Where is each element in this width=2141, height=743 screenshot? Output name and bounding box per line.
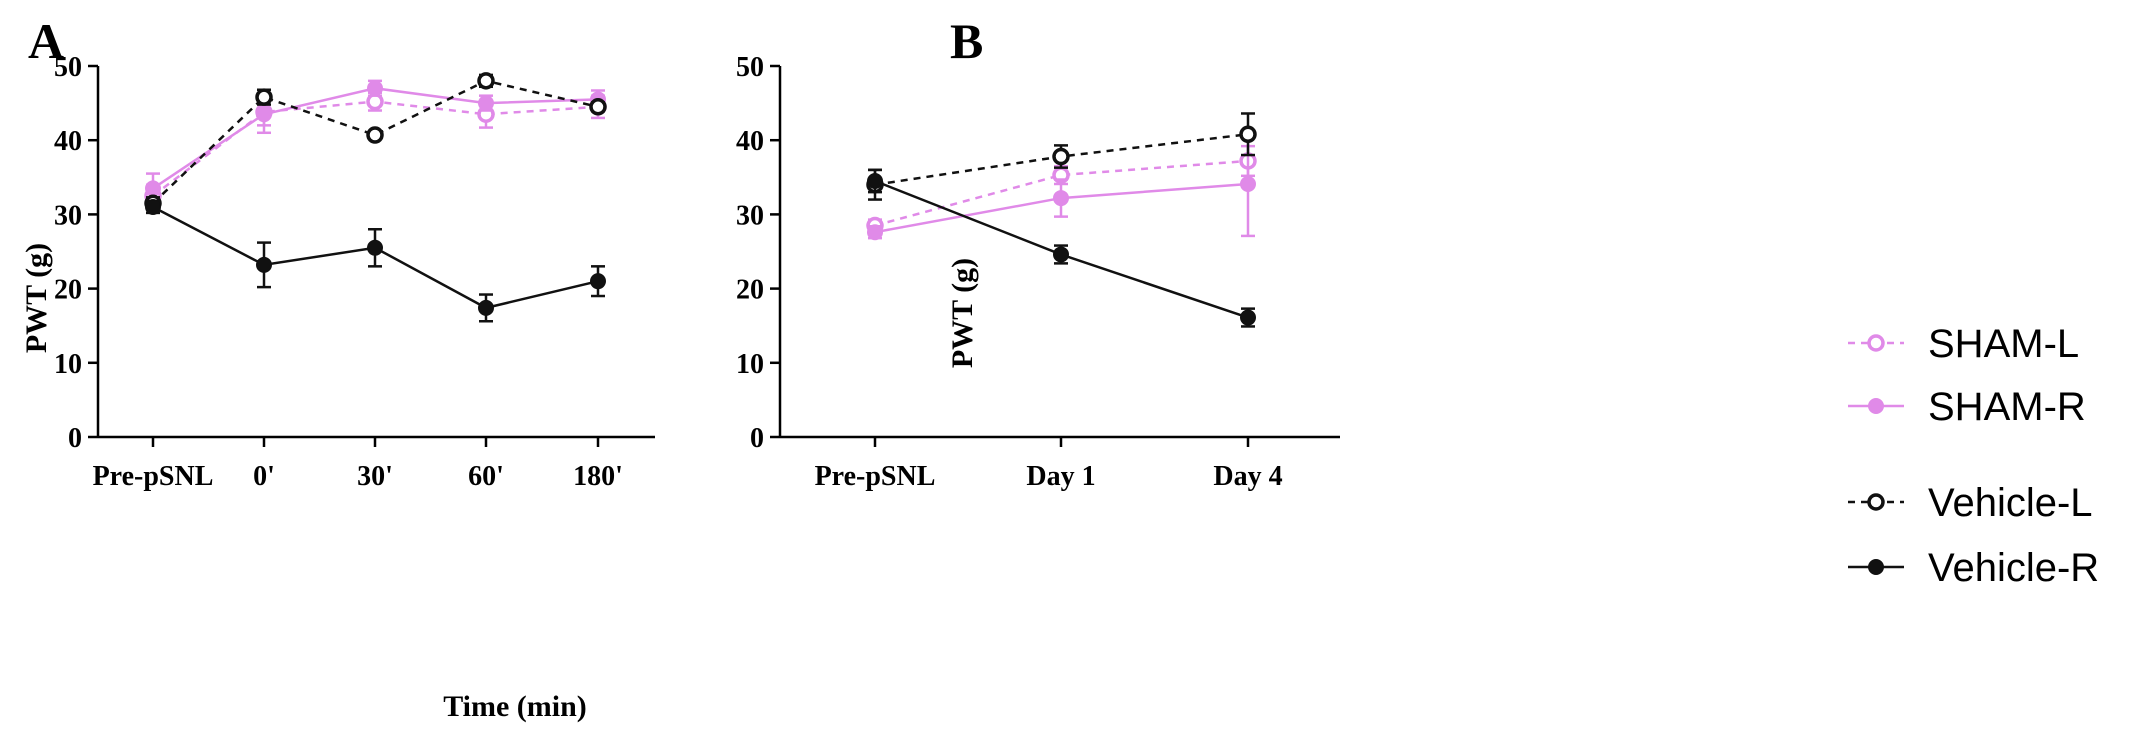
legend-marker-sham-r bbox=[1868, 398, 1884, 414]
panel-a-x-tick-label: 60' bbox=[468, 461, 504, 492]
panel-a-point-sham-r bbox=[256, 106, 272, 123]
panel-a-y-axis-title: PWT (g) bbox=[20, 243, 53, 353]
panel-b-point-sham-r bbox=[1240, 175, 1256, 192]
panel-b-point-vehicle-l bbox=[1052, 147, 1070, 166]
panel-a-point-vehicle-r bbox=[478, 299, 494, 316]
panel-a-x-tick-label: 30' bbox=[357, 461, 393, 492]
panel-b-x-tick-label: Pre-pSNL bbox=[815, 461, 936, 492]
panel-a-y-tick-label: 0 bbox=[68, 423, 82, 454]
legend-marker-vehicle-l bbox=[1867, 493, 1885, 511]
panel-b-y-tick-label: 50 bbox=[736, 52, 764, 83]
legend: SHAM-L SHAM-R Vehicle-L Vehicle-R bbox=[1848, 322, 2099, 590]
panel-a-point-vehicle-l bbox=[477, 72, 495, 90]
panel-a-series-line-sham-l bbox=[152, 100, 599, 197]
panel-a-y-tick-label: 40 bbox=[54, 126, 82, 157]
legend-marker-vehicle-r bbox=[1868, 559, 1884, 575]
legend-label-sham-r: SHAM-R bbox=[1928, 385, 2086, 429]
legend-marker-sham-l bbox=[1867, 334, 1885, 352]
panel-b-y-tick-label: 10 bbox=[736, 349, 764, 380]
panel-b-point-sham-r bbox=[867, 224, 883, 241]
panel-b: B PWT (g) 0 10 20 30 40 50 Pre-pSNL Day 1 Day 4 bbox=[736, 13, 1340, 492]
panel-a-point-vehicle-r bbox=[590, 273, 606, 290]
panel-a-point-vehicle-r bbox=[367, 239, 383, 256]
panel-a-y-tick-label: 20 bbox=[54, 275, 82, 306]
panel-a-point-sham-r bbox=[145, 180, 161, 197]
panel-a-x-tick-label: 180' bbox=[573, 461, 623, 492]
panel-a-x-axis-title: Time (min) bbox=[443, 690, 587, 723]
panel-a-x-tick-label: 0' bbox=[253, 461, 275, 492]
panel-b-x-tick-label: Day 1 bbox=[1026, 461, 1095, 492]
panel-b-point-vehicle-r bbox=[1053, 246, 1069, 263]
panel-b-series-line-sham-l bbox=[874, 159, 1249, 227]
panel-b-x-tick-label: Day 4 bbox=[1213, 461, 1282, 492]
panel-b-y-tick-label: 30 bbox=[736, 200, 764, 231]
panel-b-point-vehicle-l bbox=[1239, 125, 1257, 144]
panel-b-y-tick-label: 0 bbox=[750, 423, 764, 454]
legend-label-vehicle-l: Vehicle-L bbox=[1928, 481, 2093, 525]
panel-a-point-sham-r bbox=[367, 80, 383, 97]
panel-a-point-vehicle-l bbox=[255, 88, 273, 106]
legend-label-vehicle-r: Vehicle-R bbox=[1928, 546, 2099, 590]
panel-b-point-sham-r bbox=[1053, 190, 1069, 207]
panel-letter-b: B bbox=[950, 13, 983, 69]
panel-b-y-tick-label: 20 bbox=[736, 275, 764, 306]
panel-a-point-sham-r bbox=[478, 95, 494, 112]
panel-a-point-vehicle-r bbox=[256, 256, 272, 273]
panel-a: A PWT (g) Time (min) 0 10 20 30 40 50 Pre-pSNL… bbox=[20, 13, 655, 723]
panel-b-y-axis-title: PWT (g) bbox=[946, 258, 979, 368]
panel-a-point-vehicle-l bbox=[589, 98, 607, 116]
panel-a-series-line-vehicle-l bbox=[152, 79, 599, 205]
panel-a-point-vehicle-l bbox=[366, 126, 384, 144]
panel-b-y-tick-label: 40 bbox=[736, 126, 764, 157]
panel-a-y-tick-label: 10 bbox=[54, 349, 82, 380]
panel-a-y-tick-label: 50 bbox=[54, 52, 82, 83]
panel-a-x-tick-label: Pre-pSNL bbox=[93, 461, 214, 492]
panel-a-point-vehicle-r bbox=[145, 198, 161, 215]
panel-b-point-vehicle-r bbox=[867, 173, 883, 190]
panel-letter-a: A bbox=[28, 13, 64, 69]
panel-a-plot-area: 0 10 20 30 40 50 Pre-pSNL 0' 30' 60' 180' bbox=[54, 52, 655, 492]
legend-label-sham-l: SHAM-L bbox=[1928, 322, 2079, 366]
panel-b-point-vehicle-r bbox=[1240, 309, 1256, 326]
panel-b-plot-area: 0 10 20 30 40 50 Pre-pSNL Day 1 Day 4 bbox=[736, 52, 1340, 492]
panel-a-y-tick-label: 30 bbox=[54, 200, 82, 231]
